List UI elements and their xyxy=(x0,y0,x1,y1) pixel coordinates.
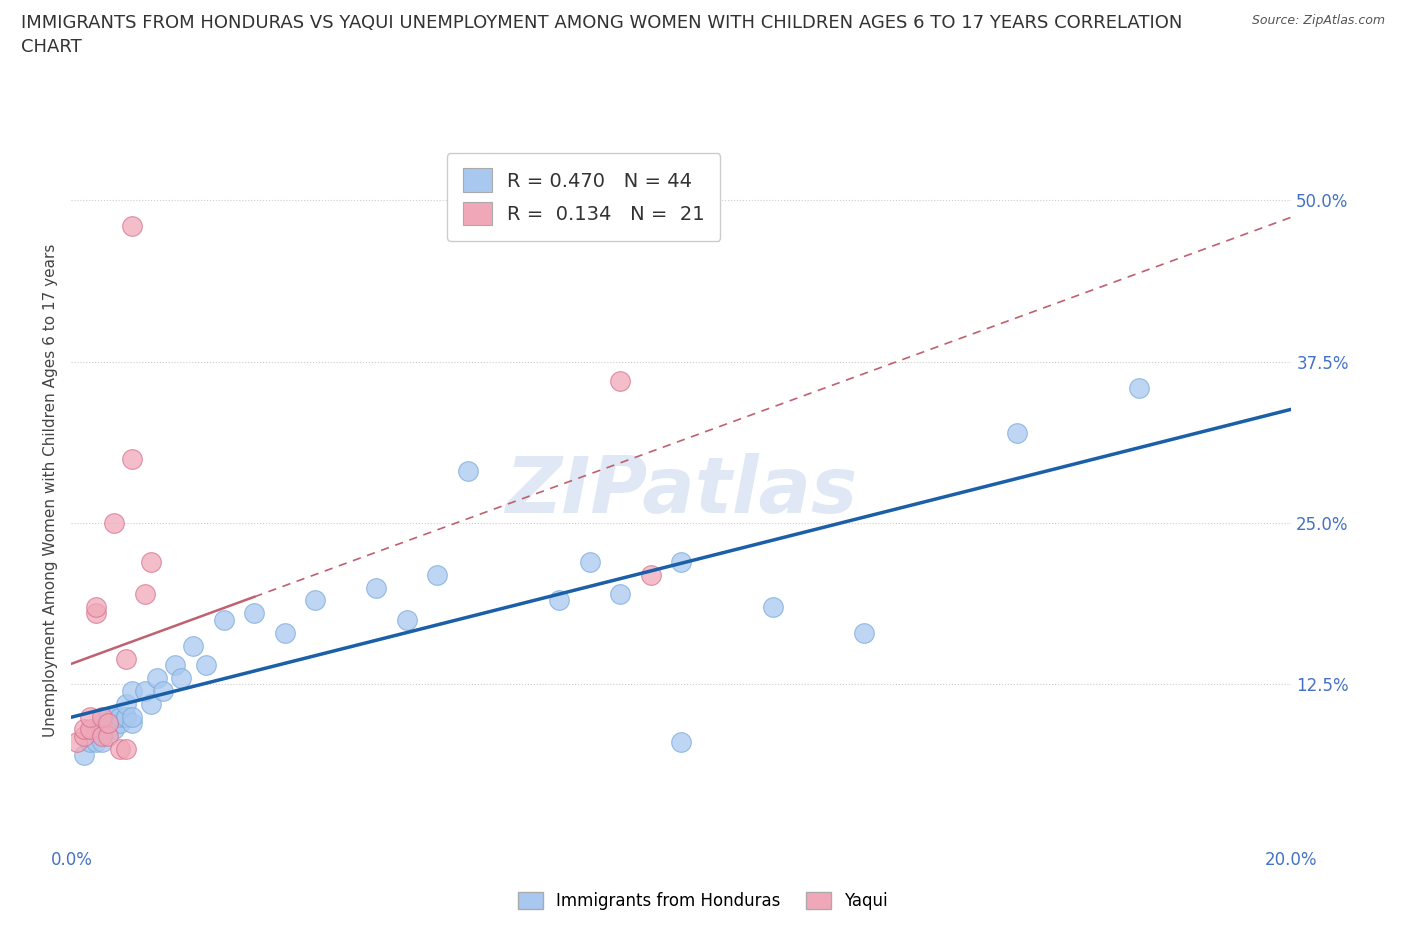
Point xyxy=(115,697,138,711)
Point xyxy=(79,735,101,750)
Text: IMMIGRANTS FROM HONDURAS VS YAQUI UNEMPLOYMENT AMONG WOMEN WITH CHILDREN AGES 6 : IMMIGRANTS FROM HONDURAS VS YAQUI UNEMPL… xyxy=(21,14,1182,56)
Point xyxy=(108,741,131,756)
Point xyxy=(103,515,125,530)
Point xyxy=(121,684,143,698)
Point xyxy=(90,728,112,743)
Point xyxy=(762,600,785,615)
Point xyxy=(134,587,156,602)
Point xyxy=(103,722,125,737)
Point xyxy=(66,735,89,750)
Point xyxy=(139,697,162,711)
Legend: R = 0.470   N = 44, R =  0.134   N =  21: R = 0.470 N = 44, R = 0.134 N = 21 xyxy=(447,153,720,241)
Point xyxy=(121,715,143,730)
Point xyxy=(90,710,112,724)
Point xyxy=(1128,380,1150,395)
Point xyxy=(108,710,131,724)
Legend: Immigrants from Honduras, Yaqui: Immigrants from Honduras, Yaqui xyxy=(512,885,894,917)
Point xyxy=(90,735,112,750)
Point xyxy=(90,715,112,730)
Point xyxy=(139,554,162,569)
Point xyxy=(671,554,693,569)
Y-axis label: Unemployment Among Women with Children Ages 6 to 17 years: Unemployment Among Women with Children A… xyxy=(44,244,58,737)
Point xyxy=(212,612,235,627)
Point xyxy=(90,722,112,737)
Point xyxy=(72,728,94,743)
Point xyxy=(108,715,131,730)
Point xyxy=(609,374,631,389)
Point xyxy=(72,722,94,737)
Point xyxy=(134,684,156,698)
Point xyxy=(853,625,876,640)
Point xyxy=(79,722,101,737)
Point xyxy=(97,728,120,743)
Point xyxy=(1005,425,1028,440)
Point xyxy=(640,567,662,582)
Point xyxy=(395,612,418,627)
Point xyxy=(84,735,107,750)
Point xyxy=(671,735,693,750)
Point xyxy=(72,748,94,763)
Point xyxy=(366,580,388,595)
Point xyxy=(121,710,143,724)
Point xyxy=(426,567,449,582)
Point xyxy=(274,625,297,640)
Point xyxy=(115,741,138,756)
Text: ZIPatlas: ZIPatlas xyxy=(505,453,858,529)
Text: Source: ZipAtlas.com: Source: ZipAtlas.com xyxy=(1251,14,1385,27)
Point xyxy=(115,651,138,666)
Point xyxy=(170,671,193,685)
Point xyxy=(304,593,326,608)
Point xyxy=(194,658,217,672)
Point xyxy=(152,684,174,698)
Point xyxy=(84,722,107,737)
Point xyxy=(457,464,479,479)
Point xyxy=(121,219,143,233)
Point xyxy=(121,451,143,466)
Point xyxy=(548,593,571,608)
Point xyxy=(97,722,120,737)
Point xyxy=(84,600,107,615)
Point xyxy=(97,710,120,724)
Point xyxy=(163,658,186,672)
Point xyxy=(84,606,107,621)
Point xyxy=(115,710,138,724)
Point xyxy=(103,710,125,724)
Point xyxy=(181,638,204,653)
Point xyxy=(145,671,167,685)
Point xyxy=(243,606,266,621)
Point xyxy=(79,710,101,724)
Point xyxy=(97,715,120,730)
Point xyxy=(115,710,138,724)
Point xyxy=(579,554,602,569)
Point xyxy=(609,587,631,602)
